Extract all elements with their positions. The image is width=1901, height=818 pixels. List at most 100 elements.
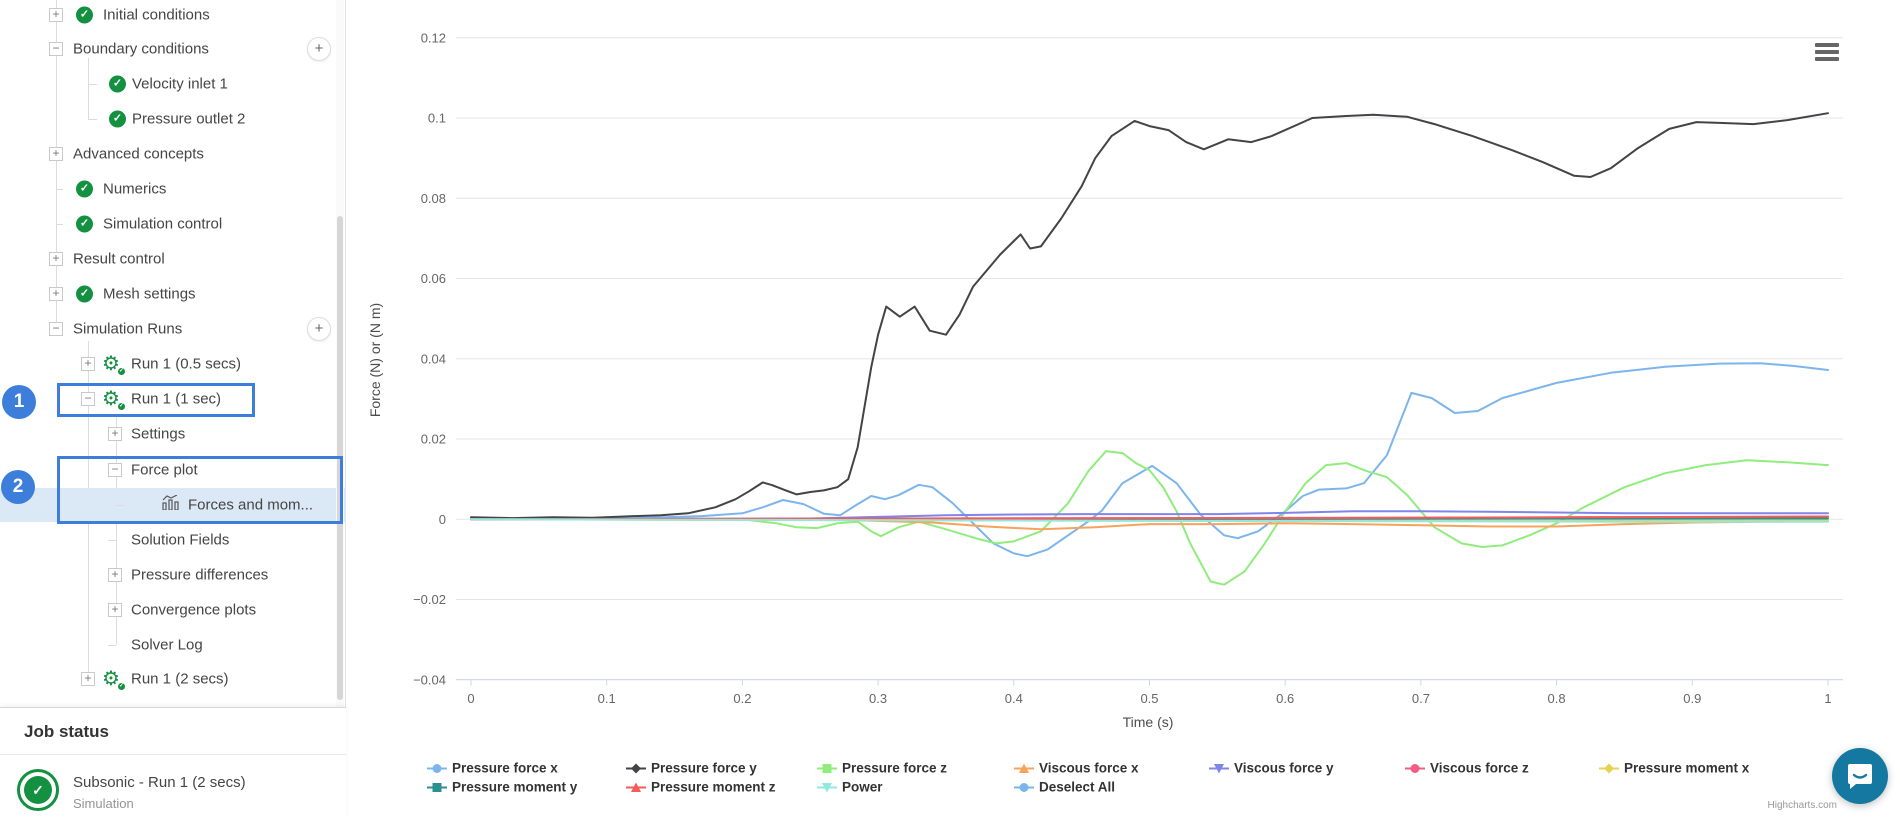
expand-icon[interactable]: + [108,427,122,441]
x-tick-label: 0.6 [1276,691,1294,706]
tree-item-label: Convergence plots [131,601,257,619]
status-check-icon: ✓ [76,6,93,24]
tree-item-simulation-runs[interactable]: − Simulation Runs + [0,312,346,346]
legend-item-pressure-force-x[interactable]: Pressure force x [427,761,558,776]
tree-item-velocity-inlet-1[interactable]: ✓ Velocity inlet 1 [0,67,346,101]
y-tick-label: 0.08 [421,191,446,206]
legend-item-power[interactable]: Power [817,780,883,795]
legend-item-pressure-force-z[interactable]: Pressure force z [817,761,947,776]
tree-item-pressure-outlet-2[interactable]: ✓ Pressure outlet 2 [0,102,346,136]
tree-item-initial-conditions[interactable]: + ✓ Initial conditions [0,0,346,32]
expand-icon[interactable]: + [108,568,122,582]
expand-icon[interactable]: + [81,357,95,371]
legend-marker-square [427,782,447,792]
status-check-icon: ✓ [76,215,93,233]
collapse-icon[interactable]: − [108,463,122,477]
tree-item-mesh-settings[interactable]: + ✓ Mesh settings [0,277,346,311]
series-pressure-force-z[interactable] [470,450,1829,586]
tree-item-advanced-concepts[interactable]: + Advanced concepts [0,137,346,171]
expand-icon[interactable]: + [108,603,122,617]
tree-item-forces-and-moments[interactable]: Forces and mom... [0,488,346,522]
x-tick-label: 0.5 [1140,691,1158,706]
x-tick-label: 0.4 [1005,691,1023,706]
collapse-icon[interactable]: − [49,322,63,336]
tree-item-label: Solution Fields [131,531,230,549]
tree-item-run-1-05-secs[interactable]: + ⚙ ✓ Run 1 (0.5 secs) [0,347,346,381]
tree-item-force-plot[interactable]: − Force plot [0,453,346,487]
tree-item-numerics[interactable]: ✓ Numerics [0,172,346,206]
tree-item-run-1-1-sec[interactable]: − ⚙ ✓ Run 1 (1 sec) [0,382,346,416]
legend-item-viscous-force-y[interactable]: Viscous force y [1209,761,1334,776]
tree-item-label: Mesh settings [103,285,196,303]
legend-item-pressure-moment-z[interactable]: Pressure moment z [626,780,776,795]
collapse-icon[interactable]: − [49,42,63,56]
status-check-icon: ✓ [76,285,93,303]
highcharts-credit[interactable]: Highcharts.com [1767,800,1837,811]
x-tick-label: 0.9 [1683,691,1701,706]
add-item-button[interactable]: + [307,37,331,61]
series-pressure-moment-z[interactable] [470,515,1829,521]
add-item-button[interactable]: + [307,317,331,341]
legend-marker-circle [427,763,447,773]
chart-context-menu-icon[interactable] [1815,43,1841,65]
job-status-header: Job status [24,722,110,741]
legend-item-viscous-force-z[interactable]: Viscous force z [1405,761,1529,776]
legend-label: Deselect All [1039,779,1116,795]
status-check-icon: ✓ [109,110,126,128]
expand-icon[interactable]: + [81,672,95,686]
expand-icon[interactable]: + [49,8,63,22]
tree-item-run-1-2-secs[interactable]: + ⚙ ✓ Run 1 (2 secs) [0,662,346,696]
tree-item-label: Simulation control [103,215,223,233]
tree-item-label: Run 1 (1 sec) [131,390,222,408]
collapse-icon[interactable]: − [81,392,95,406]
legend-marker-diamond [626,763,646,773]
legend-item-pressure-force-y[interactable]: Pressure force y [626,761,757,776]
tree-item-convergence-plots[interactable]: + Convergence plots [0,593,346,627]
tree-item-label: Pressure differences [131,566,269,584]
sidebar-scrollbar[interactable] [336,0,344,707]
expand-icon[interactable]: + [49,147,63,161]
expand-icon[interactable]: + [49,252,63,266]
tree-connector-dash [116,505,124,506]
legend-item-deselect-all[interactable]: Deselect All [1014,780,1115,795]
series-power[interactable] [470,518,1829,523]
job-run-name[interactable]: Subsonic - Run 1 (2 secs) [73,774,246,791]
legend-label: Pressure force z [842,760,948,776]
force-plot-chart-icon [162,494,179,515]
legend-label: Pressure force y [651,760,757,776]
expand-icon[interactable]: + [49,287,63,301]
tree-item-solver-log[interactable]: Solver Log [0,628,346,662]
force-plot-panel: 0.12 0.1 0.08 0.06 0.04 0.02 0 −0.02 −0.04 0 0.1 0.… [352,0,1901,818]
series-pressure-force-x[interactable] [470,362,1829,558]
x-tick-label: 0 [467,691,474,706]
x-axis-title: Time (s) [1123,714,1174,730]
tree-item-boundary-conditions[interactable]: − Boundary conditions + [0,32,346,66]
y-tick-label: 0 [439,512,446,527]
legend-label: Viscous force y [1234,760,1334,776]
tree-item-settings[interactable]: + Settings [0,417,346,451]
legend-item-pressure-moment-y[interactable]: Pressure moment y [427,780,577,795]
tree-item-solution-fields[interactable]: Solution Fields [0,523,346,557]
tree-item-pressure-differences[interactable]: + Pressure differences [0,558,346,592]
tree-item-label: Pressure outlet 2 [132,110,246,128]
series-viscous-force-x[interactable] [470,518,1829,531]
x-tick-label: 0.3 [869,691,887,706]
run-gear-icon: ⚙ ✓ [102,668,126,691]
legend-marker-diamond [1599,763,1619,773]
legend-label: Pressure moment x [1624,760,1750,776]
run-success-badge-icon: ✓ [117,682,126,691]
legend-item-viscous-force-x[interactable]: Viscous force x [1014,761,1139,776]
tree-connector-dash [108,540,116,541]
tree-connector-line [88,58,89,119]
annotation-badge-1: 1 [2,385,36,419]
tree-item-result-control[interactable]: + Result control [0,242,346,276]
chat-widget-button[interactable] [1832,748,1888,804]
scrollbar-thumb[interactable] [337,216,343,700]
legend-marker-circle [1014,782,1034,792]
chat-bubble-icon [1848,764,1872,789]
y-tick-label: −0.02 [413,592,446,607]
series-viscous-force-y[interactable] [470,510,1829,521]
series-pressure-force-y[interactable] [470,112,1829,520]
tree-item-simulation-control[interactable]: ✓ Simulation control [0,207,346,241]
legend-item-pressure-moment-x[interactable]: Pressure moment x [1599,761,1749,776]
